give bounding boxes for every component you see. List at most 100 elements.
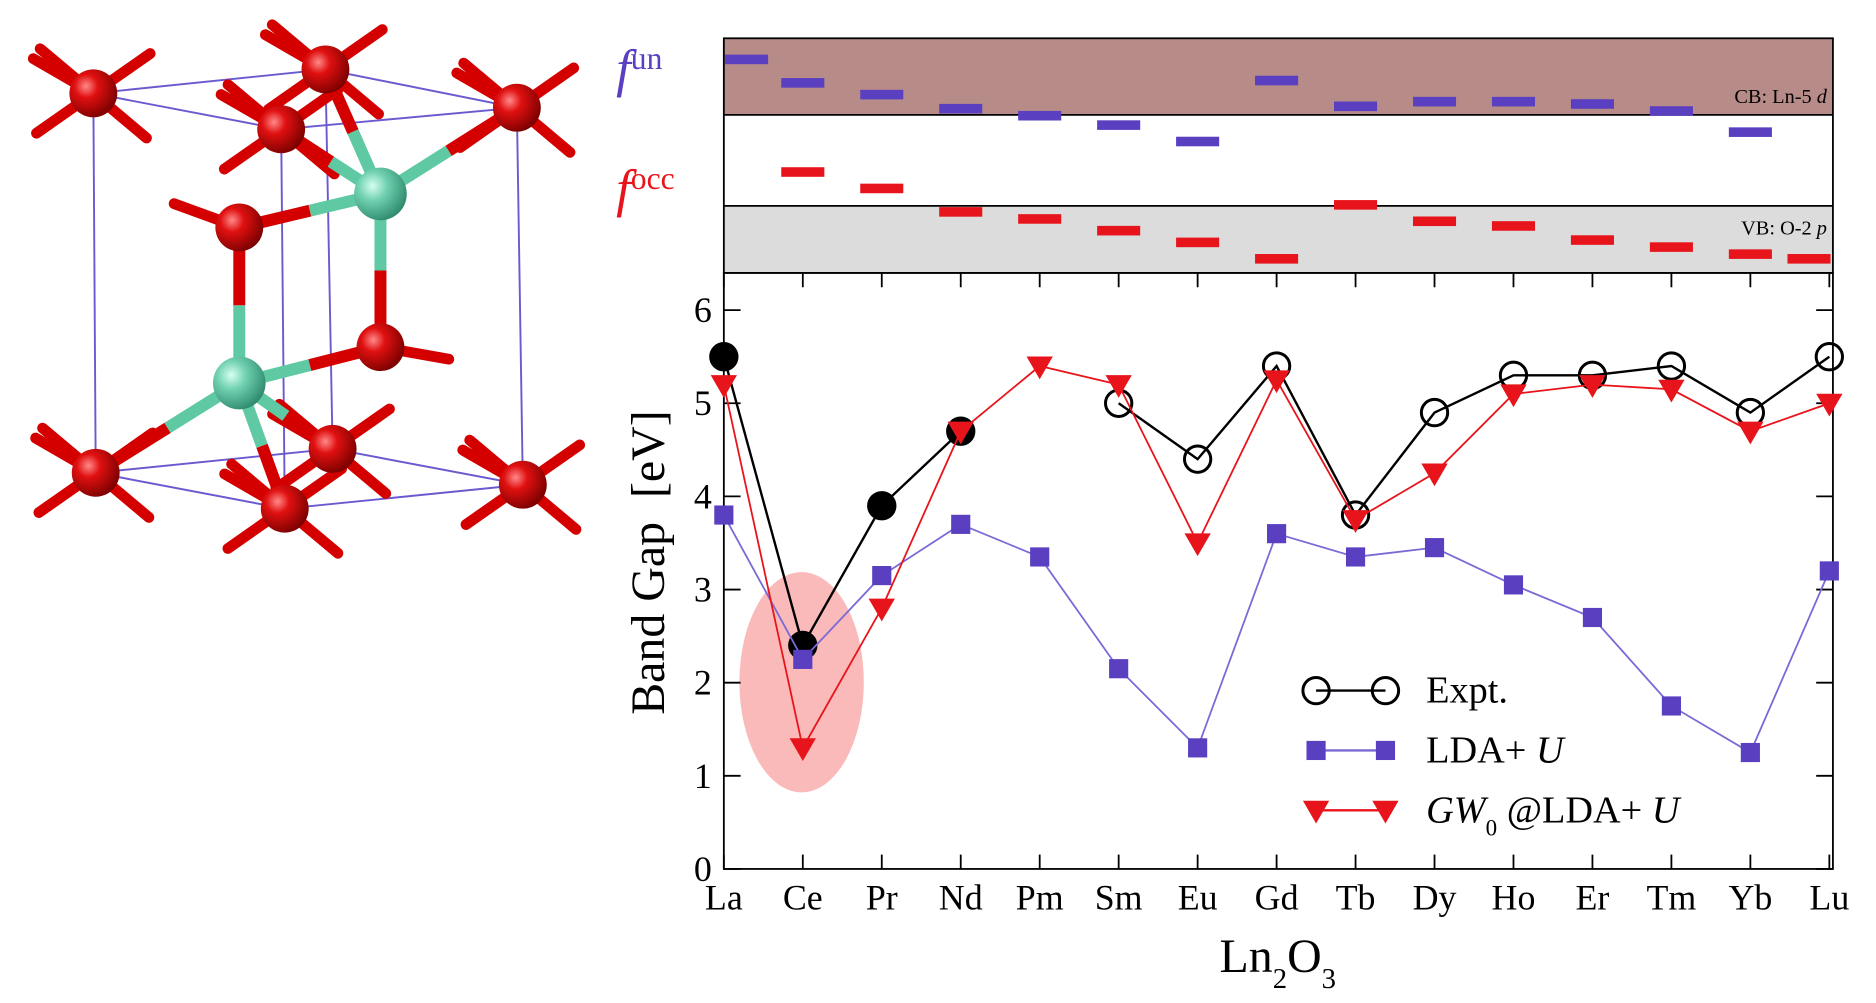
oxygen-atom xyxy=(257,105,305,153)
y-tick-label: 2 xyxy=(694,663,712,703)
oxygen-atom xyxy=(309,425,357,473)
level-bar xyxy=(781,167,824,177)
oxygen-atom xyxy=(357,323,405,371)
legend-label-part: 0 xyxy=(1486,815,1497,840)
marker xyxy=(1662,696,1681,715)
series-line xyxy=(724,366,1830,748)
marker xyxy=(1372,801,1398,824)
marker xyxy=(711,344,737,370)
level-bar xyxy=(1413,97,1456,107)
oxygen-atom xyxy=(493,84,541,132)
legend-label: Expt. xyxy=(1426,670,1508,712)
x-tick-label: Yb xyxy=(1728,878,1772,918)
level-bar xyxy=(1018,111,1061,121)
x-tick-label: Nd xyxy=(939,878,983,918)
legend-label-part: U xyxy=(1536,729,1566,771)
level-bar xyxy=(1018,214,1061,224)
x-tick-label: Er xyxy=(1576,878,1610,918)
y-tick-label: 5 xyxy=(694,383,712,423)
level-bar xyxy=(1176,238,1219,248)
x-tick-label: La xyxy=(705,878,743,918)
y-tick-label: 1 xyxy=(694,756,712,796)
level-label-part: occ xyxy=(631,160,675,195)
level-bar xyxy=(725,55,768,65)
x-tick-label: Tm xyxy=(1647,878,1697,918)
band-label: VB: O-2 p xyxy=(1741,218,1827,240)
marker xyxy=(872,566,891,585)
marker xyxy=(869,493,895,519)
x-tick-label: Dy xyxy=(1413,878,1457,918)
series-line xyxy=(1119,357,1830,515)
x-tick-label: Sm xyxy=(1095,878,1143,918)
highlight-ellipse xyxy=(739,572,863,792)
marker xyxy=(1816,394,1842,417)
cell-edge xyxy=(93,93,95,472)
marker xyxy=(1267,524,1286,543)
level-bar xyxy=(1650,106,1693,116)
level-bar xyxy=(1650,242,1693,252)
legend-label-part: Expt. xyxy=(1426,670,1508,712)
marker xyxy=(1504,575,1523,594)
level-bar xyxy=(860,184,903,194)
series-line xyxy=(724,515,1830,752)
marker xyxy=(1342,510,1368,533)
level-label: focc xyxy=(616,160,674,218)
level-bar xyxy=(781,78,824,88)
band-label-part: CB: Ln-5 xyxy=(1734,86,1816,108)
level-bar xyxy=(1729,127,1772,137)
marker xyxy=(1820,561,1839,580)
level-bar xyxy=(1097,120,1140,130)
oxygen-atom xyxy=(499,461,547,509)
x-tick-label: Pm xyxy=(1016,878,1064,918)
x-axis-label-part: 3 xyxy=(1322,963,1336,995)
marker xyxy=(1346,547,1365,566)
x-tick-label: Gd xyxy=(1255,878,1299,918)
y-tick-label: 3 xyxy=(694,570,712,610)
legend-label-part: GW xyxy=(1426,789,1489,831)
marker xyxy=(1658,380,1684,403)
level-bar xyxy=(1413,216,1456,226)
oxygen-atom xyxy=(215,203,263,251)
level-bar xyxy=(939,207,982,217)
marker xyxy=(869,599,895,622)
marker xyxy=(1376,741,1395,760)
marker xyxy=(1109,659,1128,678)
marker xyxy=(1188,738,1207,757)
marker xyxy=(1737,422,1763,445)
marker xyxy=(1307,741,1326,760)
cell-edge xyxy=(325,69,332,448)
legend-label: GW0 @LDA+ U xyxy=(1426,789,1682,840)
legend-label-part: U xyxy=(1652,789,1682,831)
crystal-structure xyxy=(33,25,579,554)
level-bar xyxy=(1729,249,1772,259)
level-bar xyxy=(1787,254,1830,264)
x-axis-label-part: O xyxy=(1287,930,1322,983)
level-label-part: un xyxy=(631,41,663,76)
level-label: fun xyxy=(616,40,662,98)
oxygen-atom xyxy=(72,449,120,497)
y-axis-label: Band Gap [eV] xyxy=(622,410,675,714)
band-label-part: p xyxy=(1815,218,1827,240)
marker xyxy=(1421,464,1447,487)
level-bar xyxy=(1097,226,1140,236)
level-bar xyxy=(1255,76,1298,86)
cell-edge xyxy=(281,129,285,508)
x-axis-label-part: Ln xyxy=(1220,930,1273,983)
x-tick-label: Tb xyxy=(1336,878,1376,918)
marker xyxy=(793,650,812,669)
level-bar xyxy=(1571,99,1614,109)
marker xyxy=(1030,547,1049,566)
marker xyxy=(1303,801,1329,824)
legend-label: LDA+ U xyxy=(1426,729,1566,771)
level-bar xyxy=(1571,235,1614,245)
x-tick-label: Pr xyxy=(866,878,898,918)
level-bar xyxy=(939,104,982,114)
oxygen-atom xyxy=(261,485,309,533)
level-bar xyxy=(1334,102,1377,112)
level-bar xyxy=(1334,200,1377,210)
y-tick-label: 4 xyxy=(694,476,712,516)
level-bar xyxy=(1255,254,1298,264)
x-tick-label: Ho xyxy=(1492,878,1536,918)
